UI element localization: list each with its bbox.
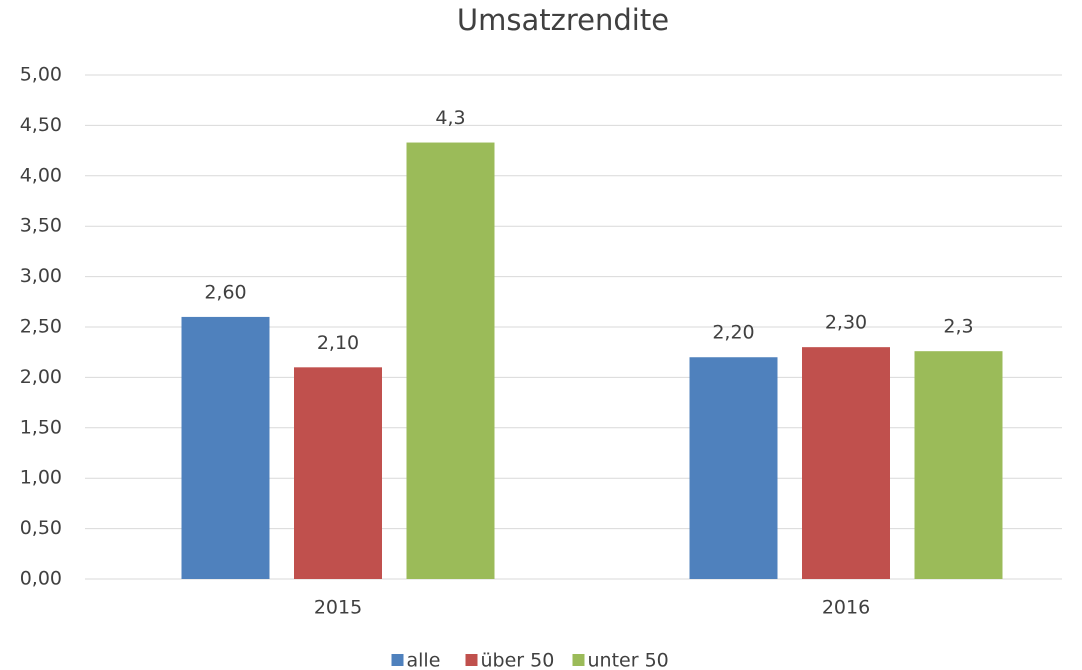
- chart-title: Umsatzrendite: [457, 3, 669, 37]
- bar: [181, 316, 270, 579]
- y-tick-label: 0,50: [20, 517, 62, 539]
- x-tick-label: 2015: [314, 597, 362, 619]
- bar: [406, 142, 495, 579]
- value-label: 2,60: [204, 281, 246, 303]
- y-tick-label: 3,50: [20, 215, 62, 237]
- bar: [294, 367, 382, 579]
- value-label: 2,10: [317, 332, 359, 354]
- legend-label: über 50: [481, 650, 555, 670]
- legend-swatch: [465, 654, 478, 666]
- value-label: 2,3: [943, 316, 973, 338]
- y-tick-label: 5,00: [20, 64, 62, 86]
- y-tick-label: 1,50: [20, 416, 62, 438]
- value-label: 2,30: [825, 312, 867, 334]
- y-tick-label: 0,00: [20, 568, 62, 590]
- x-tick-label: 2016: [822, 597, 870, 619]
- legend-swatch: [391, 654, 404, 666]
- legend-label: alle: [407, 650, 441, 670]
- y-tick-label: 2,50: [20, 316, 62, 338]
- y-tick-label: 4,50: [20, 114, 62, 136]
- legend-label: unter 50: [588, 650, 669, 670]
- bar: [802, 347, 890, 579]
- bar: [689, 357, 778, 579]
- bar: [914, 351, 1003, 579]
- y-tick-label: 3,00: [20, 265, 62, 287]
- y-tick-label: 2,00: [20, 366, 62, 388]
- legend-swatch: [572, 654, 585, 666]
- value-label: 2,20: [712, 322, 754, 344]
- value-label: 4,3: [435, 107, 465, 129]
- y-tick-label: 1,00: [20, 467, 62, 489]
- y-tick-label: 4,00: [20, 164, 62, 186]
